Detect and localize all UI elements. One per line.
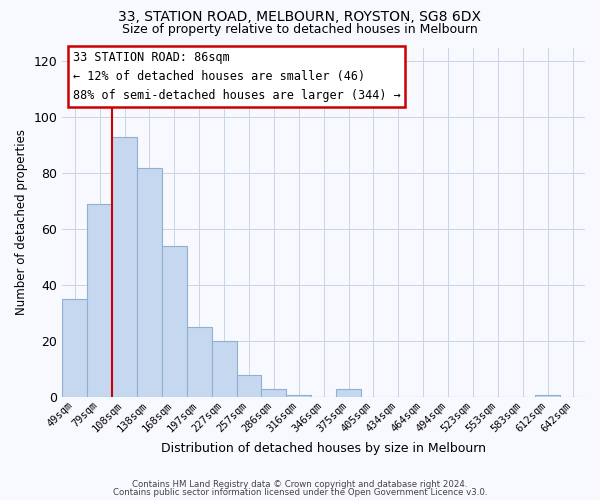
Bar [162,246,187,398]
Bar [236,375,262,398]
Bar [535,394,560,398]
Bar [336,389,361,398]
Text: Contains public sector information licensed under the Open Government Licence v3: Contains public sector information licen… [113,488,487,497]
Bar [137,168,162,398]
Text: 33, STATION ROAD, MELBOURN, ROYSTON, SG8 6DX: 33, STATION ROAD, MELBOURN, ROYSTON, SG8… [119,10,482,24]
Bar [286,394,311,398]
Bar [87,204,112,398]
Text: 33 STATION ROAD: 86sqm
← 12% of detached houses are smaller (46)
88% of semi-det: 33 STATION ROAD: 86sqm ← 12% of detached… [73,51,400,102]
Y-axis label: Number of detached properties: Number of detached properties [15,130,28,316]
X-axis label: Distribution of detached houses by size in Melbourn: Distribution of detached houses by size … [161,442,486,455]
Bar [187,328,212,398]
Text: Size of property relative to detached houses in Melbourn: Size of property relative to detached ho… [122,22,478,36]
Bar [212,342,236,398]
Bar [62,300,87,398]
Bar [112,137,137,398]
Text: Contains HM Land Registry data © Crown copyright and database right 2024.: Contains HM Land Registry data © Crown c… [132,480,468,489]
Bar [262,389,286,398]
